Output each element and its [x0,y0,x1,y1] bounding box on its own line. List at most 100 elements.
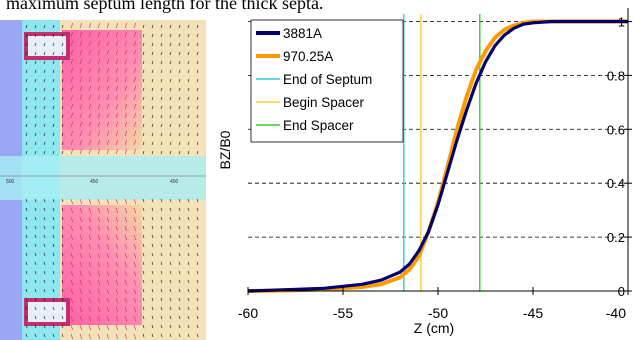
field-vector-arrow [187,261,190,266]
y-tick-label: 0.2 [607,230,625,245]
field-vector-arrow [160,51,163,56]
field-vector-arrow [133,139,137,146]
field-vector-arrow [133,49,137,56]
field-vector-arrow [34,105,37,110]
field-vector-arrow [142,252,145,257]
field-map-tick-label: 500 [6,179,15,185]
field-vector-arrow [196,252,199,257]
legend-label: 970.25A [283,49,333,64]
field-vector-arrow [106,58,110,65]
field-vector-arrow [79,315,83,322]
field-vector-arrow [124,315,128,322]
field-vector-arrow [169,234,172,239]
field-vector-arrow [79,148,83,155]
field-vector-arrow [133,130,137,137]
field-vector-arrow [25,270,28,275]
field-vector-arrow [25,324,28,329]
field-vector-arrow [124,234,128,241]
field-vector-arrow [79,121,83,128]
field-vector-arrow [160,243,163,248]
field-vector-arrow [43,24,46,29]
field-vector-arrow [79,243,83,250]
field-vector-arrow [187,33,190,38]
field-vector-arrow [124,324,128,331]
field-vector-arrow [178,105,181,110]
field-vector-arrow [25,96,28,101]
field-vector-arrow [160,105,163,110]
field-vector-arrow [142,216,145,221]
field-vector-arrow [79,58,83,65]
field-vector-arrow [142,150,145,155]
field-vector-arrow [25,252,28,257]
field-vector-arrow [79,103,83,110]
field-vector-arrow [115,288,119,295]
field-vector-arrow [142,123,145,128]
field-vector-arrow [43,33,46,38]
field-vector-arrow [169,87,172,92]
field-vector-arrow [169,24,172,29]
field-vector-arrow [196,234,199,239]
field-vector-arrow [43,333,46,338]
field-vector-arrow [115,225,119,232]
field-vector-arrow [25,87,28,92]
field-vector-arrow [88,148,92,155]
field-vector-arrow [61,297,64,302]
field-vector-arrow [25,279,28,284]
field-vector-arrow [142,279,145,284]
field-vector-arrow [25,216,28,221]
field-map-tick-label: 400 [170,179,179,185]
field-vector-arrow [124,333,128,340]
field-vector-arrow [97,297,101,304]
field-vector-arrow [43,324,46,329]
field-vector-arrow [178,123,181,128]
field-vector-arrow [133,103,137,110]
field-vector-arrow [88,333,92,340]
field-vector-arrow [124,306,128,313]
field-vector-arrow [52,324,55,329]
field-vector-arrow [25,123,28,128]
field-vector-arrow [115,333,119,340]
field-vector-arrow [52,69,55,74]
field-vector-arrow [88,103,92,110]
field-vector-arrow [124,31,128,38]
field-vector-arrow [52,216,55,221]
field-vector-arrow [70,207,74,214]
field-vector-arrow [106,31,110,38]
legend: 3881A 970.25A End of Septum Begin Spacer End… [250,19,404,143]
field-vector-arrow [178,96,181,101]
field-vector-arrow [106,207,110,214]
field-vector-arrow [106,40,110,47]
field-vector-arrow [133,112,137,119]
magnetic-field-map: 500 450 400 [0,20,206,340]
field-vector-arrow [196,42,199,47]
field-vector-arrow [142,141,145,146]
field-vector-arrow [160,333,163,338]
field-vector-arrow [169,261,172,266]
field-vector-arrow [61,279,64,284]
field-vector-arrow [151,42,154,47]
field-vector-arrow [25,225,28,230]
field-vector-arrow [142,288,145,293]
field-vector-arrow [115,112,119,119]
field-vector-arrow [151,105,154,110]
field-vector-arrow [70,297,74,304]
field-vector-arrow [196,297,199,302]
field-vector-arrow [124,297,128,304]
field-vector-arrow [151,78,154,83]
field-vector-arrow [142,225,145,230]
field-vector-arrow [61,252,64,257]
field-vector-arrow [133,198,137,205]
figure-caption: maximum septum length for the thick sept… [6,0,324,13]
field-vector-arrow [178,198,181,203]
field-vector-arrow [133,297,137,304]
field-vector-arrow [79,85,83,92]
field-vector-arrow [70,94,74,101]
field-vector-arrow [196,333,199,338]
field-vector-arrow [196,279,199,284]
y-tick-label: 1 [618,14,625,29]
field-vector-arrow [178,225,181,230]
field-vector-arrow [115,103,119,110]
field-vector-arrow [97,279,101,286]
field-vector-arrow [187,141,190,146]
field-vector-arrow [115,58,119,65]
